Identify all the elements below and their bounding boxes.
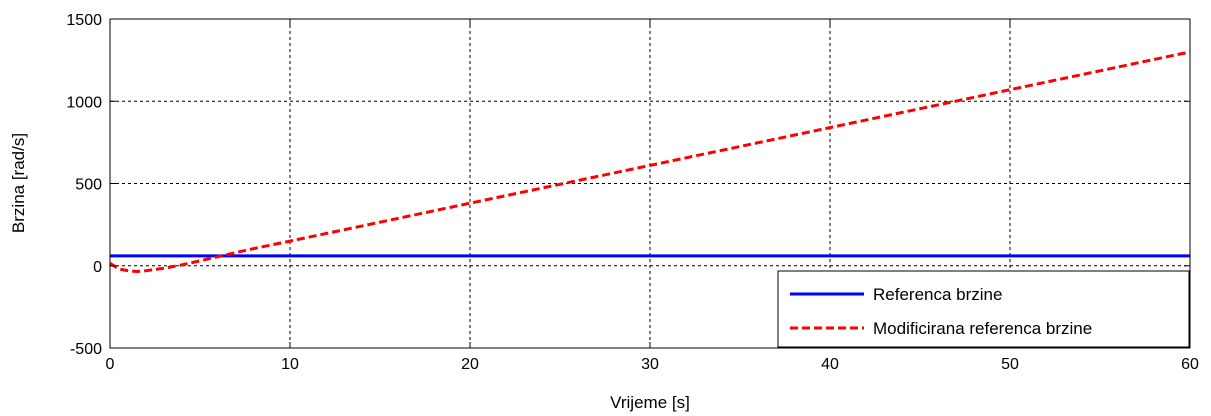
x-tick-label: 30	[641, 356, 659, 373]
x-axis-label: Vrijeme [s]	[610, 393, 690, 412]
x-tick-label: 40	[821, 356, 839, 373]
x-axis: 0 10 20 30 40 50 60	[106, 19, 1199, 373]
y-tick-label: 500	[75, 177, 102, 194]
legend: Referenca brzine Modificirana referenca …	[777, 270, 1190, 348]
y-tick-label: 0	[93, 259, 102, 276]
series-layer	[109, 50, 1191, 273]
legend-label-modificirana: Modificirana referenca brzine	[873, 319, 1092, 338]
y-axis: -500 0 500 1000 1500	[66, 12, 1190, 358]
y-tick-label: 1000	[66, 94, 102, 111]
legend-box	[777, 270, 1190, 348]
x-tick-label: 20	[461, 356, 479, 373]
series-line-modificirana-referenca-brzine	[109, 50, 1191, 273]
legend-label-referenca: Referenca brzine	[873, 285, 1002, 304]
x-tick-label: 0	[106, 356, 115, 373]
x-tick-label: 60	[1181, 356, 1199, 373]
x-tick-label: 10	[281, 356, 299, 373]
y-tick-label: 1500	[66, 12, 102, 29]
grid	[110, 19, 1190, 348]
y-tick-label: -500	[70, 341, 102, 358]
y-axis-label: Brzina [rad/s]	[9, 133, 28, 233]
x-tick-label: 50	[1001, 356, 1019, 373]
